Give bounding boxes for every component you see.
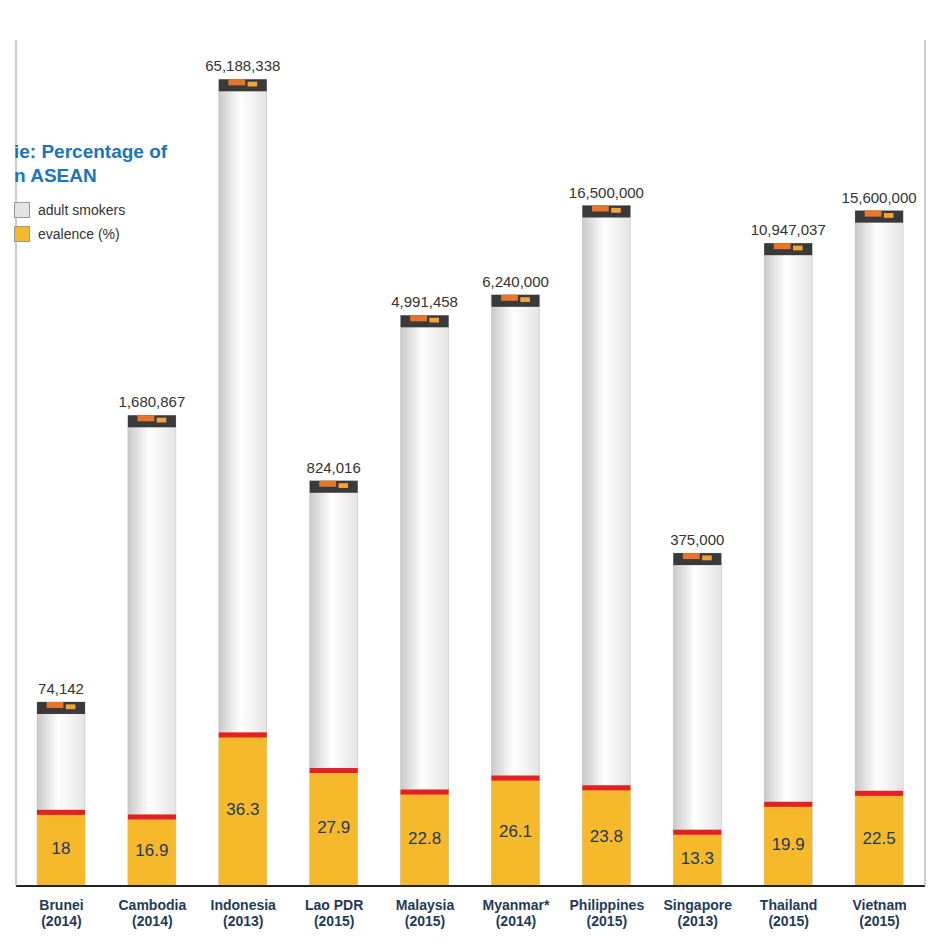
svg-text:22.5: 22.5 bbox=[863, 829, 896, 848]
svg-text:824,016: 824,016 bbox=[307, 459, 361, 476]
svg-text:Thailand(2015): Thailand(2015) bbox=[760, 897, 818, 929]
svg-text:1,680,867: 1,680,867 bbox=[119, 393, 186, 410]
html-text:adult smokers: adult smokers bbox=[38, 202, 126, 218]
svg-text:22.8: 22.8 bbox=[408, 829, 441, 848]
svg-text:4,991,458: 4,991,458 bbox=[391, 293, 458, 310]
html-text:evalence (%): evalence (%) bbox=[38, 226, 120, 242]
svg-text:16.9: 16.9 bbox=[135, 841, 168, 860]
svg-text:10,947,037: 10,947,037 bbox=[751, 221, 826, 238]
svg-text:74,142: 74,142 bbox=[38, 680, 84, 697]
svg-text:23.8: 23.8 bbox=[590, 827, 623, 846]
svg-text:Indonesia(2013): Indonesia(2013) bbox=[211, 897, 277, 929]
svg-text:Lao PDR(2015): Lao PDR(2015) bbox=[305, 897, 363, 929]
svg-text:375,000: 375,000 bbox=[670, 531, 724, 548]
svg-text:27.9: 27.9 bbox=[317, 818, 350, 837]
svg-text:13.3: 13.3 bbox=[681, 849, 714, 868]
svg-text:15,600,000: 15,600,000 bbox=[842, 189, 917, 206]
svg-text:65,188,338: 65,188,338 bbox=[205, 57, 280, 74]
svg-text:6,240,000: 6,240,000 bbox=[482, 273, 549, 290]
svg-text:Brunei(2014): Brunei(2014) bbox=[39, 897, 83, 929]
svg-text:36.3: 36.3 bbox=[226, 800, 259, 819]
svg-text:Cambodia(2014): Cambodia(2014) bbox=[119, 897, 187, 929]
svg-text:Myanmar*(2014): Myanmar*(2014) bbox=[482, 897, 549, 929]
svg-text:26.1: 26.1 bbox=[499, 822, 532, 841]
svg-text:19.9: 19.9 bbox=[772, 835, 805, 854]
html-text:ie: Percentage of n ASEAN: ie: Percentage of n ASEAN bbox=[14, 141, 168, 186]
svg-text:Philippines(2015): Philippines(2015) bbox=[570, 897, 645, 929]
svg-text:Vietnam(2015): Vietnam(2015) bbox=[852, 897, 906, 929]
svg-text:Singapore(2013): Singapore(2013) bbox=[664, 897, 733, 929]
svg-text:16,500,000: 16,500,000 bbox=[569, 184, 644, 201]
svg-text:Malaysia(2015): Malaysia(2015) bbox=[396, 897, 455, 929]
svg-text:18: 18 bbox=[52, 839, 71, 858]
